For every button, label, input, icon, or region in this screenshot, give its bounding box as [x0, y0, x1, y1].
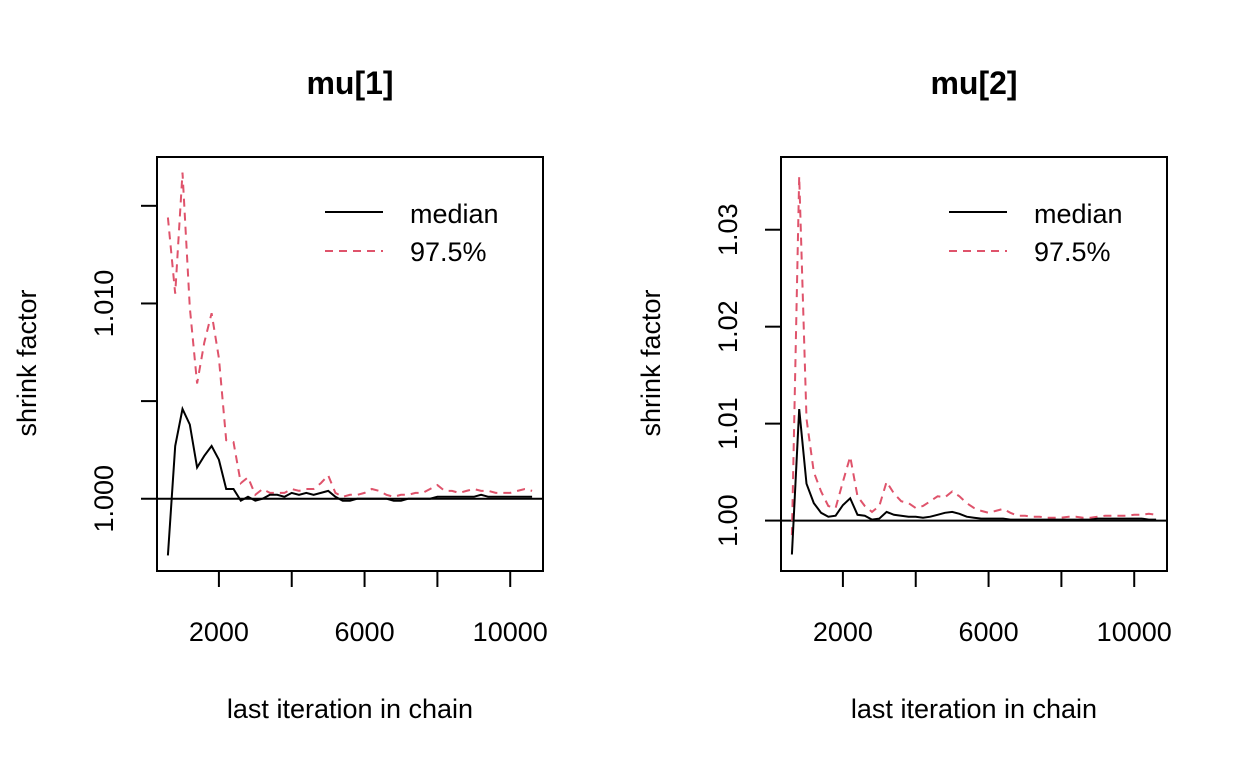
x-axis-label: last iteration in chain: [851, 694, 1097, 724]
y-tick-label: 1.000: [89, 465, 119, 533]
series-line-97-5: [166, 172, 533, 498]
y-tick-label: 1.03: [713, 203, 743, 256]
y-tick-label: 1.01: [713, 397, 743, 450]
y-tick-label: 1.00: [713, 494, 743, 547]
chart-title: mu[2]: [930, 65, 1017, 101]
series-line-median: [166, 405, 533, 556]
panel-mu1: mu[1] last iteration in chain shrink fac…: [12, 65, 548, 724]
x-tick-label: 6000: [335, 617, 395, 647]
y-tick-label: 1.02: [713, 300, 743, 353]
x-tick-label: 10000: [473, 617, 548, 647]
x-tick-label: 2000: [813, 617, 873, 647]
y-axis-label: shrink factor: [12, 289, 42, 436]
legend-label-median: median: [410, 199, 499, 229]
series-line-97-5: [790, 176, 1157, 536]
legend-label-97-5: 97.5%: [1034, 237, 1111, 267]
panel-mu2: mu[2] last iteration in chain shrink fac…: [636, 65, 1172, 724]
x-tick-label: 2000: [189, 617, 249, 647]
x-tick-label: 10000: [1097, 617, 1172, 647]
plot-frame: [156, 156, 544, 572]
x-tick-label: 6000: [959, 617, 1019, 647]
y-axis-label: shrink factor: [636, 289, 666, 436]
chart-title: mu[1]: [306, 65, 393, 101]
plot-frame: [780, 156, 1168, 572]
legend-label-median: median: [1034, 199, 1123, 229]
series-line-median: [790, 409, 1157, 555]
legend-label-97-5: 97.5%: [410, 237, 487, 267]
y-tick-label: 1.010: [89, 270, 119, 338]
x-axis-label: last iteration in chain: [227, 694, 473, 724]
